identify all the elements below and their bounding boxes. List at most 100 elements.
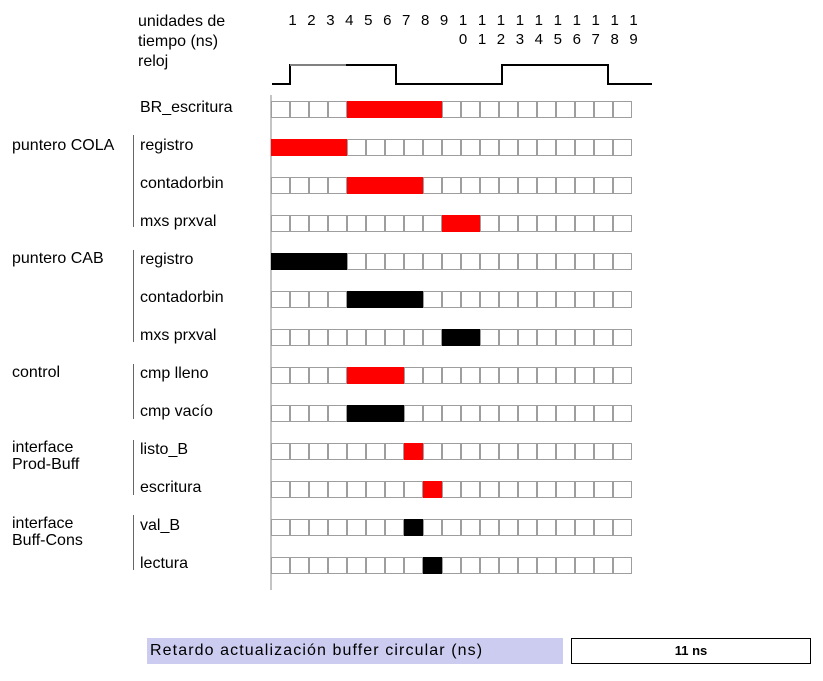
timeline-cell [366, 139, 385, 156]
timeline-cell [423, 329, 442, 346]
timeline-cell-active [385, 367, 404, 384]
timeline-cell [537, 367, 556, 384]
timeline-cell [556, 329, 575, 346]
timeline-cell [328, 367, 347, 384]
timeline-cell [309, 101, 328, 118]
timeline-cell-active [347, 405, 366, 422]
timeline-cell [309, 557, 328, 574]
timeline-cell [404, 329, 423, 346]
timeline-cell [404, 481, 423, 498]
timeline-cell [442, 519, 461, 536]
timeline-cell-active [328, 139, 347, 156]
timeline-cell [366, 253, 385, 270]
time-unit-digit: 8 [420, 12, 430, 29]
timeline-cell [328, 101, 347, 118]
signal-label: contadorbin [140, 175, 224, 192]
timeline-cell-active [442, 215, 461, 232]
timeline-cell [385, 481, 404, 498]
timeline-cell [575, 557, 594, 574]
timeline-cell [366, 329, 385, 346]
time-unit-digit: 4 [534, 31, 544, 48]
timeline-cell [594, 215, 613, 232]
timeline-cell [499, 405, 518, 422]
timeline-cell [499, 519, 518, 536]
time-unit-digit: 1 [572, 12, 581, 29]
timeline-cell [404, 253, 423, 270]
timeline-cell-active [385, 405, 404, 422]
timeline-cell [594, 519, 613, 536]
timeline-cell-active [385, 291, 404, 308]
timeline-cell [556, 291, 575, 308]
signal-label: lectura [140, 555, 189, 572]
timeline-cell [499, 101, 518, 118]
time-unit-digit: 1 [515, 12, 525, 29]
timeline-cell-active [271, 253, 290, 270]
timeline-cell [613, 481, 632, 498]
timeline-cell [347, 253, 366, 270]
time-unit-digit: 6 [572, 31, 581, 48]
timeline-cell [575, 329, 594, 346]
time-unit-digit: 2 [307, 12, 316, 29]
time-unit-digit: 1 [534, 12, 544, 29]
timeline-cell [442, 291, 461, 308]
timeline-cell [423, 367, 442, 384]
timeline-cell-active [423, 557, 442, 574]
time-unit-digit: 4 [345, 12, 354, 29]
signal-label: val_B [140, 517, 181, 534]
timeline-cell [385, 139, 404, 156]
timeline-cell [575, 101, 594, 118]
timeline-cell [271, 405, 290, 422]
timeline-cell [613, 177, 632, 194]
timeline-cell [518, 481, 537, 498]
time-unit-digit: 1 [553, 12, 562, 29]
signal-label: contadorbin [140, 289, 224, 306]
bracket-interface-buff-cons [133, 515, 134, 570]
timeline-cell [556, 101, 575, 118]
timeline-cell [404, 139, 423, 156]
timeline-cell [309, 177, 328, 194]
timeline-cell [347, 443, 366, 460]
timeline-cell [594, 139, 613, 156]
timeline-cell-active [404, 177, 423, 194]
group-puntero-cab: puntero CAB [12, 250, 104, 267]
timeline-cell-active [423, 481, 442, 498]
timeline-cell [271, 215, 290, 232]
timeline-cell [461, 367, 480, 384]
timeline-cell [518, 405, 537, 422]
timeline-cell [518, 519, 537, 536]
timeline-cell [290, 101, 309, 118]
timeline-cell [518, 253, 537, 270]
timeline-cell [442, 367, 461, 384]
timeline-cell [347, 329, 366, 346]
timeline-cell [290, 177, 309, 194]
timeline-cell [461, 177, 480, 194]
timeline-cell [461, 291, 480, 308]
timeline-cell [537, 557, 556, 574]
timeline-cell [613, 367, 632, 384]
timeline-cell [290, 291, 309, 308]
timeline-cell [328, 519, 347, 536]
timeline-cell-active [309, 139, 328, 156]
timeline-cell [290, 215, 309, 232]
timeline-cell [613, 139, 632, 156]
timeline-cell [366, 519, 385, 536]
signal-label: cmp vacío [140, 403, 213, 420]
delay-value-field[interactable]: 11 ns [571, 638, 811, 664]
timeline-cell [271, 291, 290, 308]
timeline-cell [309, 519, 328, 536]
timeline-cell [594, 481, 613, 498]
timeline-cell [347, 215, 366, 232]
timeline-cell [309, 405, 328, 422]
timeline-cell [271, 329, 290, 346]
time-unit-digit: 9 [629, 31, 638, 48]
timeline-cell [499, 481, 518, 498]
timeline-cell [271, 519, 290, 536]
timeline-cell [518, 329, 537, 346]
timeline-cell-active [328, 253, 347, 270]
time-unit-digit: 1 [629, 12, 638, 29]
time-unit-digit: 1 [477, 12, 487, 29]
timeline-cell [271, 177, 290, 194]
time-unit-digit: 3 [515, 31, 525, 48]
clock-label: reloj [138, 53, 169, 70]
timeline-cell [480, 253, 499, 270]
